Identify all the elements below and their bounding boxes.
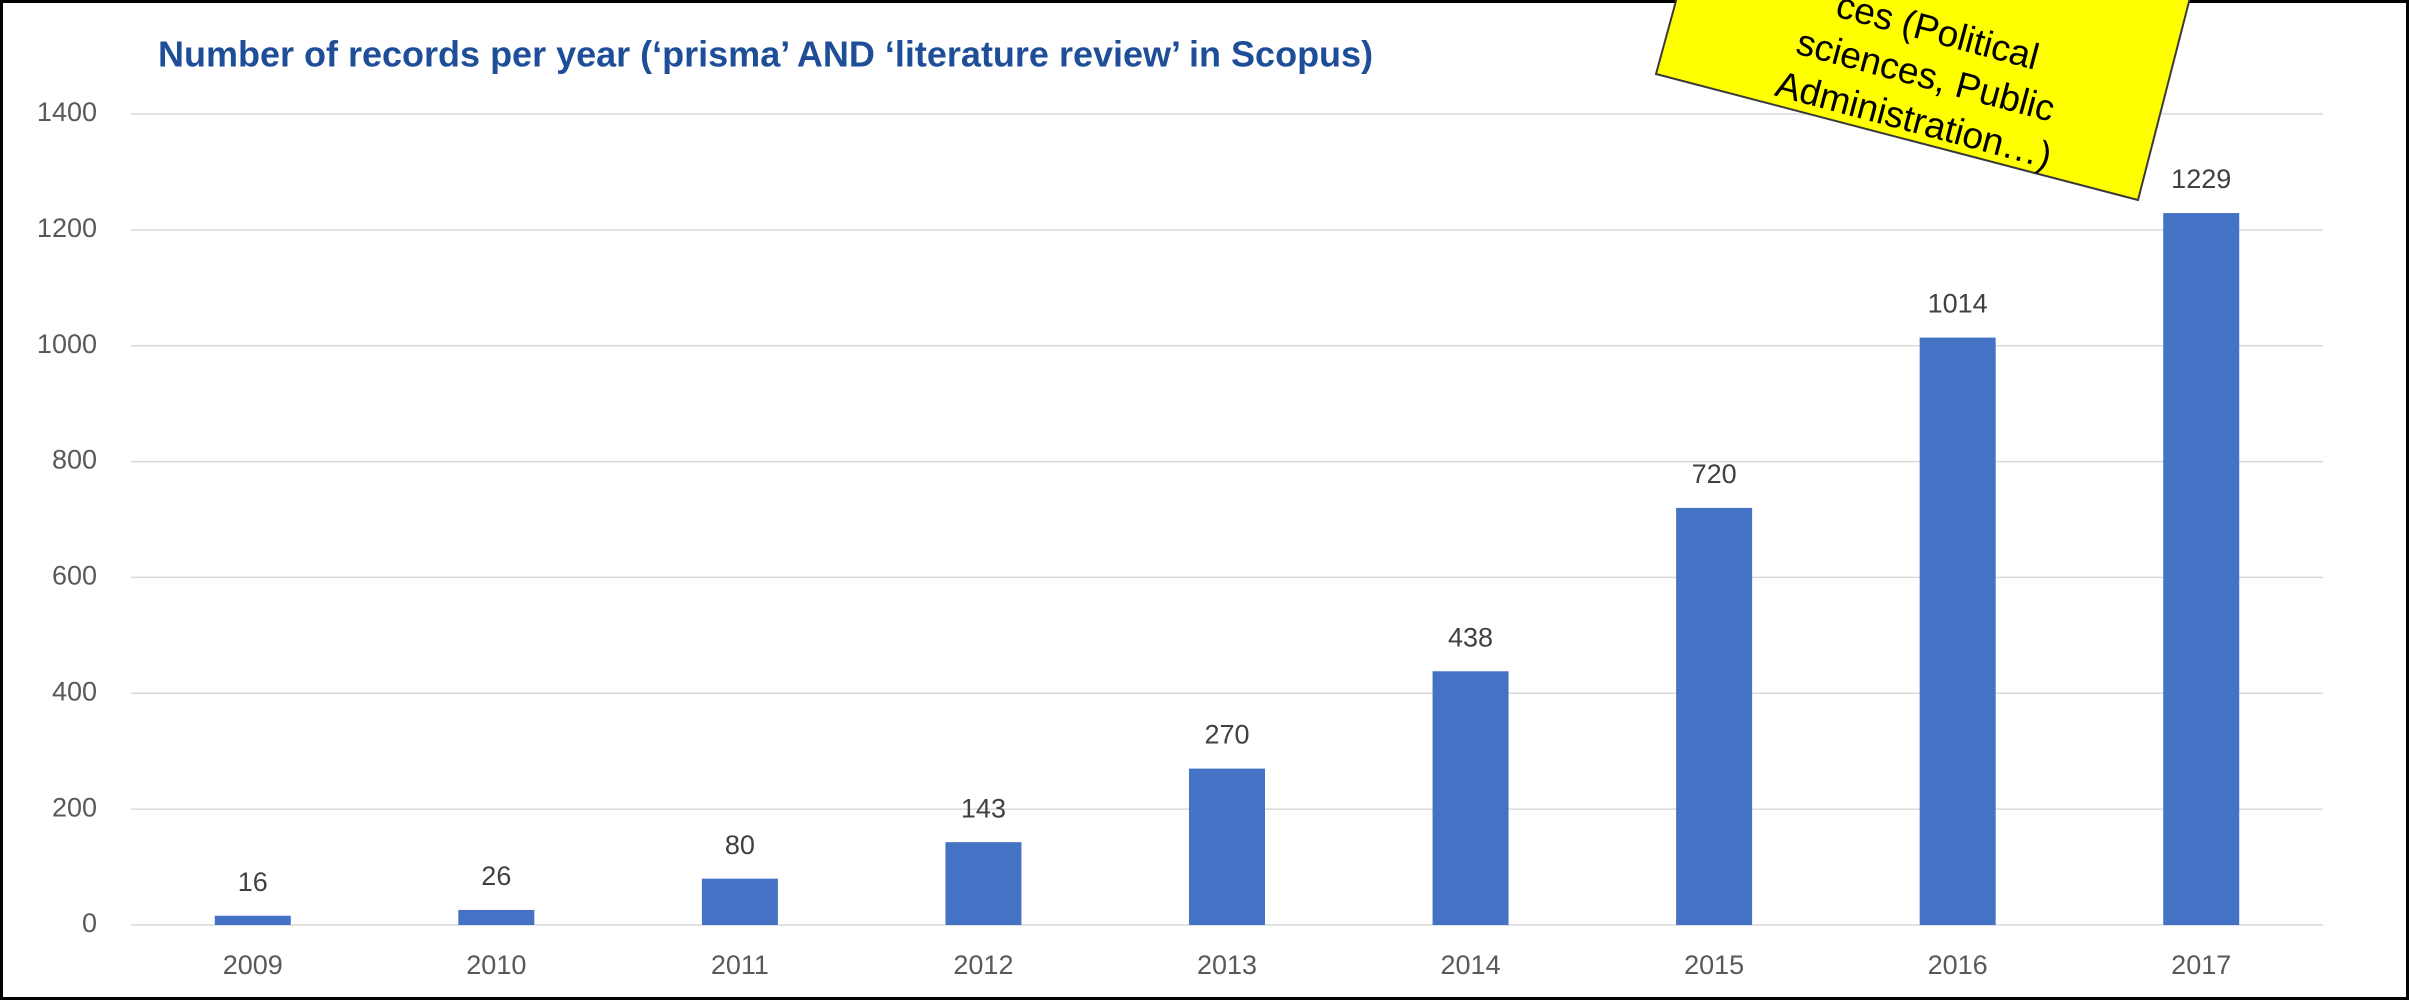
data-label: 1229 (2171, 164, 2231, 194)
x-tick-label: 2009 (223, 950, 283, 980)
y-tick-label: 1200 (37, 213, 97, 243)
data-label: 80 (725, 830, 755, 860)
data-label: 143 (961, 793, 1006, 823)
x-tick-label: 2012 (953, 950, 1013, 980)
annotation-note (1654, 0, 2191, 202)
y-tick-label: 800 (52, 445, 97, 475)
data-label: 16 (238, 867, 268, 897)
y-tick-label: 1400 (37, 97, 97, 127)
y-tick-label: 400 (52, 676, 97, 706)
chart-title: Number of records per year (‘prisma’ AND… (158, 34, 1373, 75)
x-tick-label: 2016 (1928, 950, 1988, 980)
y-tick-label: 1000 (37, 329, 97, 359)
bar (1676, 507, 1753, 925)
bar (458, 909, 535, 925)
data-label: 1014 (1928, 289, 1988, 319)
bar (1919, 337, 1996, 926)
x-tick-label: 2011 (711, 950, 769, 980)
x-tick-label: 2015 (1684, 950, 1744, 980)
data-label: 720 (1692, 459, 1737, 489)
x-tick-label: 2017 (2171, 950, 2231, 980)
data-label: 270 (1204, 720, 1249, 750)
bar (1189, 768, 1265, 925)
y-tick-label: 600 (52, 561, 97, 591)
x-tick-label: 2010 (466, 950, 526, 980)
bar (945, 842, 1022, 925)
bar (214, 915, 291, 925)
data-label: 26 (481, 861, 511, 891)
bar (1432, 671, 1509, 925)
x-tick-label: 2014 (1441, 950, 1501, 980)
y-tick-label: 200 (52, 792, 97, 822)
bar (2163, 213, 2240, 925)
x-tick-label: 2013 (1197, 950, 1257, 980)
data-label: 438 (1448, 622, 1493, 652)
y-tick-label: 0 (82, 908, 97, 938)
bar (701, 878, 778, 925)
